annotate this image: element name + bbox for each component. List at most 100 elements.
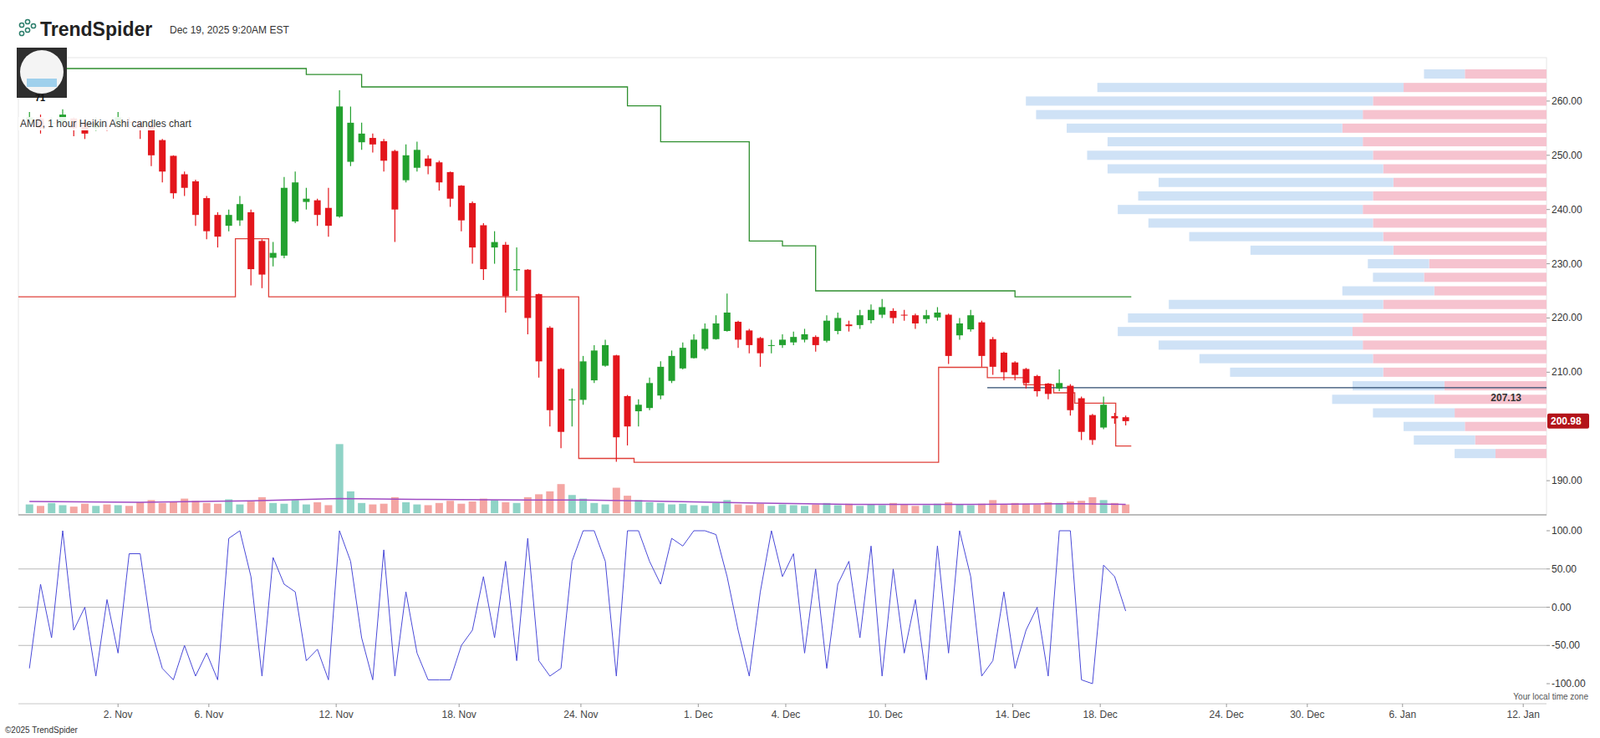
- candle-body: [1089, 415, 1096, 441]
- price-plot: [18, 68, 1547, 463]
- candle-body: [236, 203, 244, 220]
- volume-bar: [800, 505, 809, 514]
- candle-body: [524, 270, 531, 319]
- step-line: [18, 239, 1132, 463]
- volume-bar: [47, 503, 56, 514]
- candle-body: [867, 310, 875, 321]
- volume-bar: [557, 484, 566, 514]
- candle-body: [424, 158, 432, 167]
- profile-buy: [1097, 82, 1404, 92]
- candle-body: [757, 337, 765, 353]
- volume-bar: [701, 505, 709, 514]
- candle-body: [369, 137, 377, 145]
- osc-tick: [1546, 645, 1550, 647]
- x-axis: [18, 703, 1547, 705]
- volume-bar: [646, 502, 654, 514]
- profile-sell: [1475, 435, 1547, 445]
- candle-body: [668, 356, 676, 382]
- volume-bar: [368, 504, 377, 514]
- volume-bar: [468, 501, 477, 514]
- logo-icon: [19, 19, 36, 36]
- candle-body: [391, 151, 398, 210]
- profile-sell: [1362, 110, 1547, 120]
- osc-tick-label: 0.00: [1551, 601, 1572, 614]
- volume-bar: [302, 504, 311, 514]
- candle-body: [1011, 362, 1019, 376]
- volume-ma: [29, 499, 1126, 505]
- candle-body: [745, 330, 753, 346]
- x-tick-label: 24. Dec: [1209, 708, 1244, 721]
- volume-bar: [845, 504, 853, 514]
- volume-bar: [203, 503, 211, 514]
- profile-buy: [1367, 259, 1429, 269]
- profile-buy: [1066, 123, 1343, 133]
- profile-sell: [1372, 191, 1547, 201]
- step-line: [18, 68, 1132, 297]
- candle-body: [468, 203, 476, 248]
- volume-bar: [291, 499, 300, 514]
- avatar-circle: [20, 50, 64, 94]
- candle-body: [701, 328, 709, 349]
- profile-sell: [1362, 340, 1547, 350]
- price-frame: [18, 57, 1547, 515]
- last-price-box: [1547, 413, 1590, 429]
- x-tick: [458, 703, 460, 708]
- candle-body: [978, 322, 985, 357]
- volume-bar: [125, 505, 133, 514]
- x-tick-label: 24. Nov: [563, 708, 598, 721]
- candle-body: [635, 404, 643, 412]
- profile-sell: [1464, 422, 1547, 432]
- profile-buy: [1117, 326, 1353, 337]
- candle-body: [270, 253, 277, 259]
- candle-body: [435, 162, 443, 183]
- volume-bar: [25, 504, 34, 514]
- candle-body: [933, 312, 941, 318]
- volume-bar: [811, 504, 820, 514]
- profile-buy: [1138, 191, 1374, 201]
- candle-body: [690, 339, 698, 358]
- candle-body: [225, 214, 233, 226]
- candle-body: [1044, 383, 1052, 394]
- volume-bar: [58, 504, 67, 514]
- profile-sell: [1372, 96, 1547, 106]
- profile-sell: [1342, 123, 1547, 133]
- volume-bar: [634, 499, 643, 514]
- osc-tick-label: -50.00: [1551, 639, 1580, 652]
- profile-sell: [1383, 232, 1547, 242]
- candle-body: [214, 214, 221, 237]
- volume-bar: [357, 503, 366, 514]
- candle-body: [169, 155, 177, 194]
- osc-level: [18, 606, 1547, 608]
- profile-buy: [1158, 178, 1394, 188]
- y-tick-label: 240.00: [1551, 203, 1583, 216]
- x-tick: [1226, 703, 1228, 708]
- x-tick: [1306, 703, 1308, 708]
- profile-sell: [1372, 150, 1547, 160]
- volume-bar: [412, 504, 421, 514]
- candle-body: [657, 366, 664, 396]
- candle-wick: [571, 388, 573, 427]
- candle-body: [358, 133, 366, 143]
- profile-buy: [1086, 150, 1373, 160]
- candle-body: [546, 327, 554, 411]
- volume-bar: [712, 503, 720, 514]
- candle-body: [624, 396, 632, 427]
- candle-body: [535, 294, 543, 362]
- profile-sell: [1393, 178, 1547, 188]
- candle-body: [823, 321, 831, 342]
- candle-body: [314, 200, 322, 216]
- volume-bar: [380, 504, 388, 514]
- candle-body: [1055, 382, 1063, 388]
- volume-bar: [191, 500, 199, 514]
- volume-profile: [1025, 69, 1547, 459]
- volume-bar: [978, 504, 986, 514]
- candle-body: [591, 350, 598, 381]
- y-tick: [1546, 371, 1550, 373]
- volume-bar: [999, 504, 1008, 514]
- x-tick: [1401, 703, 1403, 708]
- profile-buy: [1189, 232, 1384, 242]
- chart-title: AMD, 1 hour Heikin Ashi candles chart: [20, 117, 192, 130]
- candle-body: [502, 244, 510, 297]
- profile-buy: [1127, 313, 1363, 323]
- candle-body: [922, 315, 930, 320]
